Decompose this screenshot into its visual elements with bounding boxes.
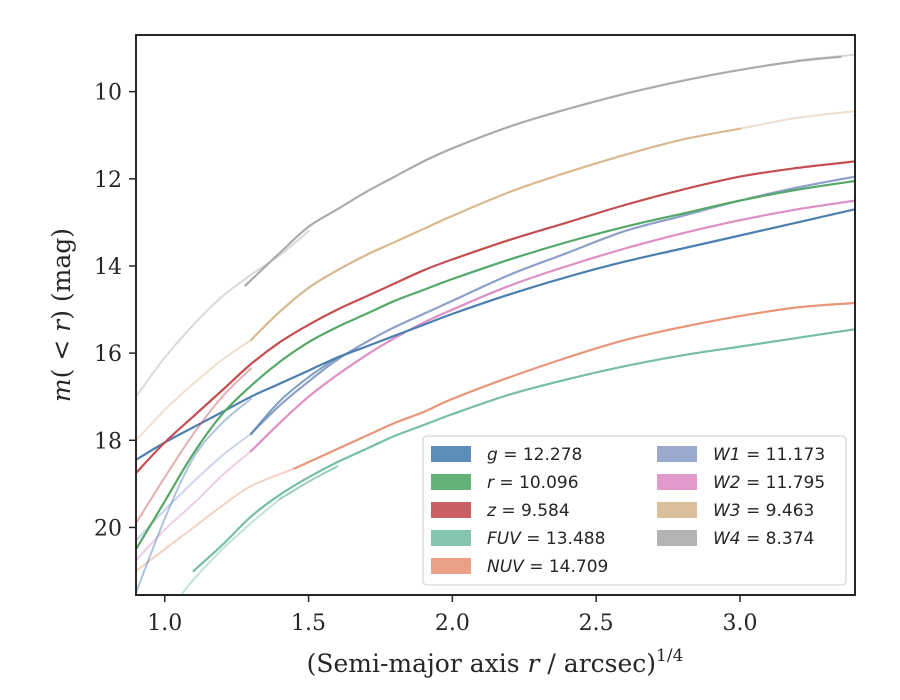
legend-label-w2: W2 = 11.795 (713, 473, 825, 493)
legend-swatch-w1 (657, 446, 697, 462)
legend-box (422, 435, 847, 586)
series-w4-inner-line (136, 230, 310, 398)
series-w3 (136, 110, 855, 442)
legend-label-name: g (487, 445, 498, 465)
series-g-line (136, 208, 855, 461)
legend-label-name: z (486, 501, 497, 521)
legend-swatch-w2 (657, 474, 697, 490)
series-fuv-line (192, 328, 855, 573)
series-w1-inner-line (136, 432, 252, 542)
legend-swatch-w3 (657, 502, 697, 518)
series-fuv-inner-line (179, 498, 281, 595)
x-axis-title-suffix: / arcsec) (539, 649, 656, 678)
series-nuv-inner-line (136, 467, 296, 572)
series-w4-line (244, 55, 842, 287)
y-axis-title-lt: < (47, 332, 76, 369)
legend-swatch-nuv (431, 558, 471, 574)
series-w2-inner-line (136, 450, 252, 562)
legend-label-value: = 11.795 (741, 473, 826, 493)
plot-frame (135, 34, 856, 596)
x-axis-title-prefix: (Semi-major axis (307, 649, 528, 678)
legend-label-w3: W3 = 9.463 (713, 501, 814, 521)
series-fuv (179, 328, 855, 595)
legend-label-z: z = 9.584 (486, 501, 570, 521)
series-w3-inner-line (136, 339, 252, 442)
legend-swatch-g (431, 446, 471, 462)
x-tick-label: 1.0 (147, 611, 182, 636)
y-tick-label: 10 (94, 81, 122, 106)
series-g (136, 208, 855, 594)
series-z-inner-line (136, 367, 252, 525)
x-tick-label: 3.0 (722, 611, 757, 636)
series-r-line (136, 179, 855, 551)
legend-label-name: W2 (713, 473, 741, 493)
y-axis: 10 12 14 16 18 20 (94, 81, 136, 541)
y-axis-title-m: m (47, 378, 76, 402)
series-g-upper-line (250, 356, 339, 435)
legend-label-fuv: FUV = 13.488 (487, 529, 605, 549)
legend-label-w1: W1 = 11.173 (713, 445, 825, 465)
series-w4 (136, 53, 855, 398)
legend-label-name: FUV (487, 529, 522, 549)
series-w3-outer-line (739, 110, 855, 130)
y-axis-title-unit: (mag) (47, 228, 76, 310)
series-z (136, 160, 855, 525)
x-tick-label: 2.0 (435, 611, 470, 636)
legend-swatch-w4 (657, 530, 697, 546)
legend-label-nuv: NUV = 14.709 (487, 557, 608, 577)
x-axis-title: (Semi-major axis r / arcsec)1/4 (307, 646, 684, 678)
legend-label-value: = 9.463 (741, 501, 815, 521)
legend-label-name: W4 (713, 529, 741, 549)
legend-label-w4: W4 = 8.374 (713, 529, 814, 549)
series-z-line (136, 160, 855, 475)
legend-label-value: = 8.374 (741, 529, 815, 549)
legend-label-r: r = 10.096 (487, 473, 579, 493)
legend-swatch-r (431, 474, 471, 490)
series-r (136, 179, 855, 551)
y-tick-label: 18 (94, 429, 122, 454)
legend-label-value: = 9.584 (496, 501, 570, 521)
y-tick-label: 14 (94, 255, 122, 280)
legend-label-name: NUV (487, 557, 525, 577)
y-axis-title-close: ) (47, 310, 76, 320)
legend-swatch-z (431, 502, 471, 518)
x-axis-title-var: r (528, 649, 542, 678)
legend-label-g: g = 12.278 (487, 445, 582, 465)
legend-label-name: W1 (713, 445, 741, 465)
x-axis: 1.0 1.5 2.0 2.5 3.0 (147, 595, 757, 636)
series-g-inner-line (136, 397, 252, 594)
legend-label-value: = 13.488 (521, 529, 606, 549)
series-layer (136, 53, 855, 595)
series-nuv-line (293, 301, 855, 470)
legend-label-name: r (487, 473, 495, 493)
y-axis-title-r: r (47, 318, 76, 332)
legend-label-value: = 10.096 (494, 473, 579, 493)
legend-label-value: = 14.709 (524, 557, 609, 577)
series-fuv-upper-line (278, 465, 339, 501)
legend-label-name: W3 (713, 501, 741, 521)
legend-label-value: = 12.278 (498, 445, 583, 465)
x-tick-label: 2.5 (579, 611, 614, 636)
series-w2-line (249, 199, 855, 453)
y-axis-title-open: ( (47, 369, 76, 379)
series-w3-line (249, 127, 742, 342)
series-w2 (136, 199, 855, 562)
y-tick-label: 16 (94, 342, 122, 367)
x-axis-title-power: 1/4 (656, 646, 683, 666)
x-tick-label: 1.5 (291, 611, 326, 636)
legend-label-value: = 11.173 (741, 445, 826, 465)
y-axis-title: m( < r) (mag) (47, 228, 76, 402)
series-nuv (136, 301, 855, 572)
y-tick-label: 20 (94, 516, 122, 541)
y-tick-label: 12 (94, 168, 122, 193)
legend-swatch-fuv (431, 530, 471, 546)
